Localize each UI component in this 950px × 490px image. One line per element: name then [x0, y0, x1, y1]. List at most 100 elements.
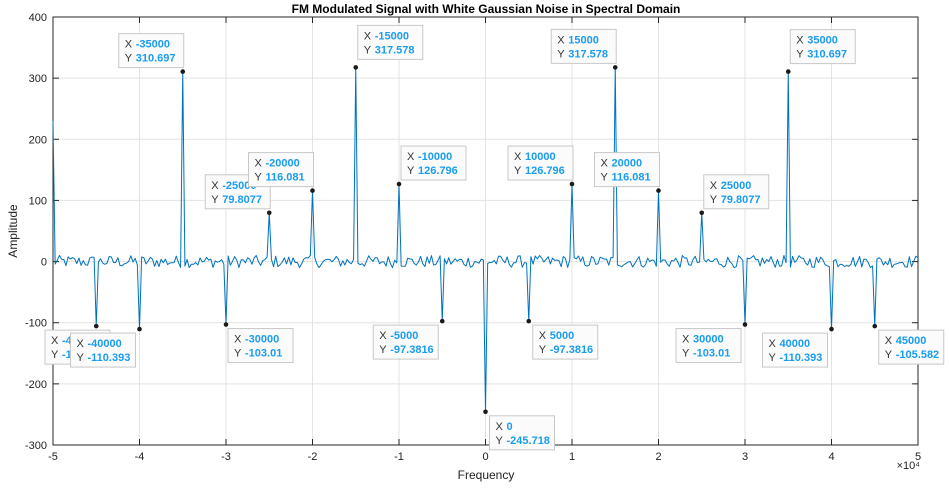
- datatip-x-value: 25000: [721, 180, 752, 192]
- peak-marker: [353, 65, 359, 70]
- datatip-y-key: Y: [125, 53, 133, 65]
- datatip-x-value: -35000: [136, 39, 170, 51]
- x-tick-label: -4: [135, 451, 145, 463]
- datatip-y-key: Y: [211, 194, 219, 206]
- peak-marker: [872, 323, 878, 329]
- x-tick-label: -2: [308, 451, 318, 463]
- datatip-x-key: X: [234, 334, 242, 346]
- datatip-box: [762, 332, 828, 368]
- datatip-x-value: 10000: [525, 151, 556, 163]
- datatip-x-value: 5000: [550, 330, 574, 342]
- datatip-y-value: 317.578: [375, 44, 415, 56]
- datatip-y-key: Y: [710, 194, 718, 206]
- datatip-y-value: 126.796: [525, 165, 565, 177]
- datatip-x-key: X: [407, 151, 415, 163]
- peak-marker: [569, 181, 575, 187]
- datatip-box: [357, 24, 424, 60]
- y-tick-label: 100: [29, 195, 47, 207]
- y-tick-label: 200: [29, 134, 47, 146]
- x-tick-label: -1: [394, 451, 404, 463]
- datatip-x-value: -25000: [222, 180, 256, 192]
- datatip-y-value: -105.582: [896, 349, 939, 361]
- datatip-x-value: -10000: [418, 151, 452, 163]
- datatip-x-key: X: [51, 335, 59, 347]
- datatip-x-key: X: [539, 330, 547, 342]
- datatip-box: [789, 29, 856, 65]
- datatip-y-key: Y: [364, 44, 372, 56]
- datatip-box: [248, 152, 314, 188]
- y-tick-label: -100: [25, 318, 47, 330]
- datatip[interactable]: X 0Y -245.718: [489, 415, 555, 451]
- peak-marker: [742, 322, 748, 327]
- datatip-x-value: -5000: [390, 330, 418, 342]
- datatip-box: [532, 324, 599, 360]
- datatip-y-value: 310.697: [807, 49, 847, 61]
- peak-marker: [396, 181, 402, 187]
- peak-marker: [310, 188, 315, 193]
- x-tick-label: 2: [655, 451, 661, 463]
- peak-marker: [439, 318, 445, 324]
- datatip-layer: X-45000Y-105.582X-40000Y-110.393X-35000Y…: [44, 24, 945, 451]
- datatip-x-key: X: [211, 180, 219, 192]
- datatip-x-key: X: [379, 330, 387, 342]
- datatip-x-key: X: [601, 158, 609, 170]
- peak-marker: [829, 326, 834, 332]
- datatip-x-value: -15000: [375, 30, 409, 42]
- x-axis-label: Frequency: [458, 468, 515, 482]
- datatip-x-key: X: [125, 39, 133, 51]
- datatip-y-value: 116.081: [612, 172, 651, 184]
- datatip-box: [550, 28, 617, 64]
- x-tick-label: 4: [828, 451, 834, 463]
- x-tick-label: 1: [569, 451, 575, 463]
- datatip-box: [489, 415, 555, 451]
- datatip-x-value: -30000: [245, 334, 279, 346]
- datatip-y-key: Y: [379, 344, 387, 356]
- datatip-x-value: -20000: [266, 158, 300, 170]
- datatip-x-key: X: [557, 34, 565, 46]
- datatip-y-value: 317.578: [568, 48, 608, 60]
- peak-marker: [612, 65, 618, 70]
- datatip-box: [372, 324, 439, 360]
- datatip-y-value: 79.8077: [222, 194, 262, 206]
- peak-marker: [93, 323, 99, 329]
- datatip-y-value: 116.081: [266, 172, 305, 184]
- series-layer: [52, 65, 919, 415]
- x-tick-label: -3: [221, 451, 231, 463]
- datatip-y-key: Y: [885, 349, 893, 361]
- datatip-y-value: -97.3816: [550, 344, 593, 356]
- y-tick-label: 300: [29, 73, 47, 85]
- datatip-box: [118, 33, 185, 69]
- datatip-x-key: X: [364, 30, 372, 42]
- peak-marker: [266, 210, 272, 216]
- datatip-box: [878, 329, 945, 365]
- datatip-y-key: Y: [77, 352, 85, 364]
- chart-title: FM Modulated Signal with White Gaussian …: [292, 2, 681, 16]
- x-tick-label: 0: [482, 451, 488, 463]
- peak-marker: [180, 69, 186, 74]
- datatip-y-value: -103.01: [693, 348, 730, 360]
- datatip-box: [675, 328, 742, 364]
- datatip-x-value: 20000: [612, 158, 643, 170]
- datatip-y-key: Y: [539, 344, 547, 356]
- datatip-x-value: 0: [507, 421, 513, 433]
- datatip-y-value: -110.393: [88, 352, 131, 364]
- datatip-box: [70, 332, 136, 368]
